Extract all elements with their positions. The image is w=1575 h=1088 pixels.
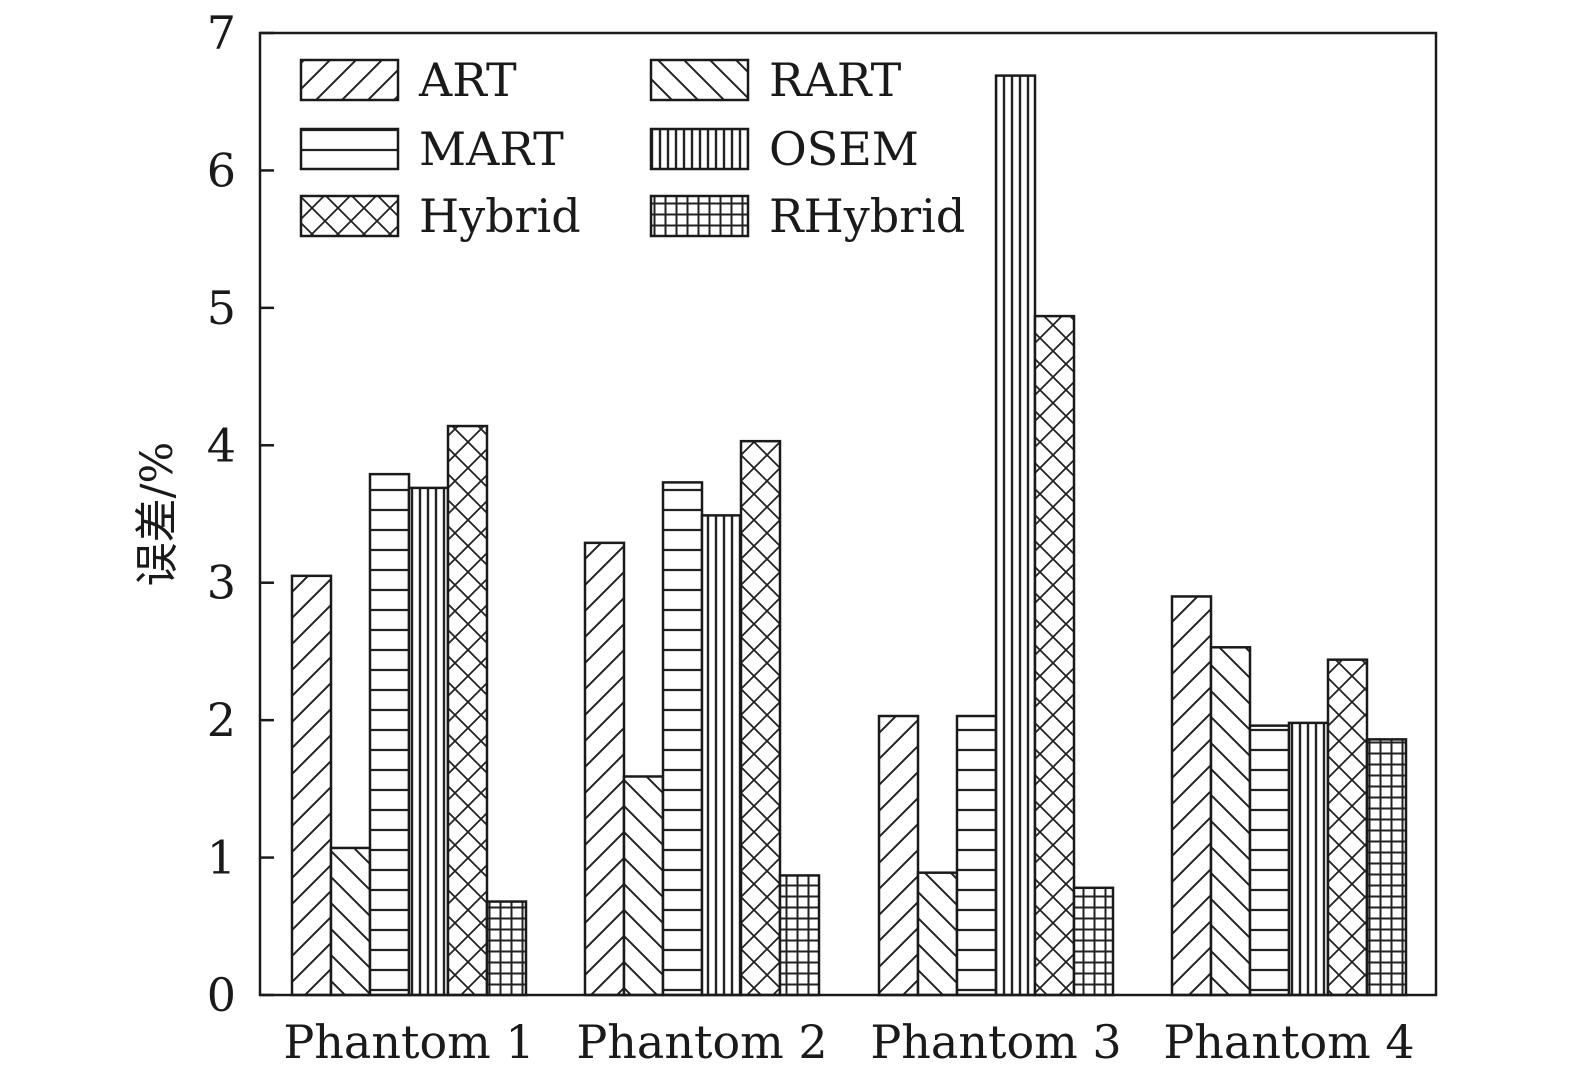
legend-item-rhybrid: RHybrid <box>649 189 965 243</box>
bar-rart-phantom-4 <box>1209 646 1252 997</box>
legend-label: MART <box>419 122 564 176</box>
bar-hybrid-phantom-4 <box>1326 658 1369 997</box>
bar-art-phantom-4 <box>1170 595 1213 997</box>
bar-art-phantom-2 <box>583 541 626 997</box>
y-tick-label: 2 <box>207 693 236 747</box>
bar-osem-phantom-3 <box>994 74 1037 997</box>
bar-rhybrid-phantom-2 <box>778 874 821 997</box>
bar-mart-phantom-1 <box>368 472 411 997</box>
bar-rart-phantom-2 <box>622 775 665 997</box>
legend-swatch <box>649 58 750 102</box>
y-tick-label: 5 <box>207 281 236 335</box>
y-tick-label: 4 <box>207 418 236 472</box>
legend-swatch <box>299 194 400 238</box>
legend-item-mart: MART <box>299 122 564 176</box>
legend-item-art: ART <box>299 53 517 107</box>
y-tick-label: 6 <box>207 143 236 197</box>
legend-label: RHybrid <box>769 189 965 243</box>
bar-hybrid-phantom-2 <box>739 439 782 997</box>
legend-label: ART <box>418 53 517 107</box>
y-tick-label: 1 <box>207 831 236 885</box>
legend-label: Hybrid <box>419 189 581 243</box>
bar-rart-phantom-1 <box>329 846 372 997</box>
bar-rart-phantom-3 <box>916 871 959 997</box>
legend-label: OSEM <box>769 122 919 176</box>
bar-hybrid-phantom-1 <box>446 424 489 997</box>
plot-frame <box>258 31 1438 997</box>
legend-swatch <box>649 194 750 238</box>
bar-rhybrid-phantom-3 <box>1072 886 1115 997</box>
y-tick-label: 3 <box>207 556 236 610</box>
x-category-label: Phantom 2 <box>576 1015 827 1069</box>
legend-label: RART <box>769 53 902 107</box>
bar-hybrid-phantom-3 <box>1033 314 1076 997</box>
x-category-label: Phantom 3 <box>870 1015 1121 1069</box>
bar-osem-phantom-2 <box>700 514 743 997</box>
bar-art-phantom-1 <box>290 574 333 997</box>
legend-swatch <box>299 127 400 171</box>
legend-swatch <box>299 58 400 102</box>
y-tick-label: 0 <box>207 968 236 1022</box>
bar-mart-phantom-3 <box>955 714 998 997</box>
bar-rhybrid-phantom-1 <box>485 900 528 997</box>
legend-swatch <box>649 127 750 171</box>
y-tick-label: 7 <box>207 6 236 60</box>
bars-layer <box>290 74 1408 997</box>
y-axis-label: 误差/% <box>132 442 183 587</box>
legend-item-osem: OSEM <box>649 122 919 176</box>
x-category-label: Phantom 1 <box>283 1015 534 1069</box>
axes-layer: 0 1 2 3 4 5 6 7 Phantom 1 Phantom 2 Phantom 3 Phant… <box>132 6 1438 1069</box>
legend-item-hybrid: Hybrid <box>299 189 581 243</box>
bar-art-phantom-3 <box>877 714 920 997</box>
legend: ART RART MART OSEM Hybrid RHybrid <box>299 53 965 243</box>
legend-item-rart: RART <box>649 53 902 107</box>
bar-rhybrid-phantom-4 <box>1365 738 1408 997</box>
bar-osem-phantom-1 <box>407 486 450 997</box>
bar-mart-phantom-4 <box>1248 724 1291 997</box>
x-category-label: Phantom 4 <box>1163 1015 1414 1069</box>
bar-mart-phantom-2 <box>661 481 704 997</box>
bar-osem-phantom-4 <box>1287 721 1330 997</box>
